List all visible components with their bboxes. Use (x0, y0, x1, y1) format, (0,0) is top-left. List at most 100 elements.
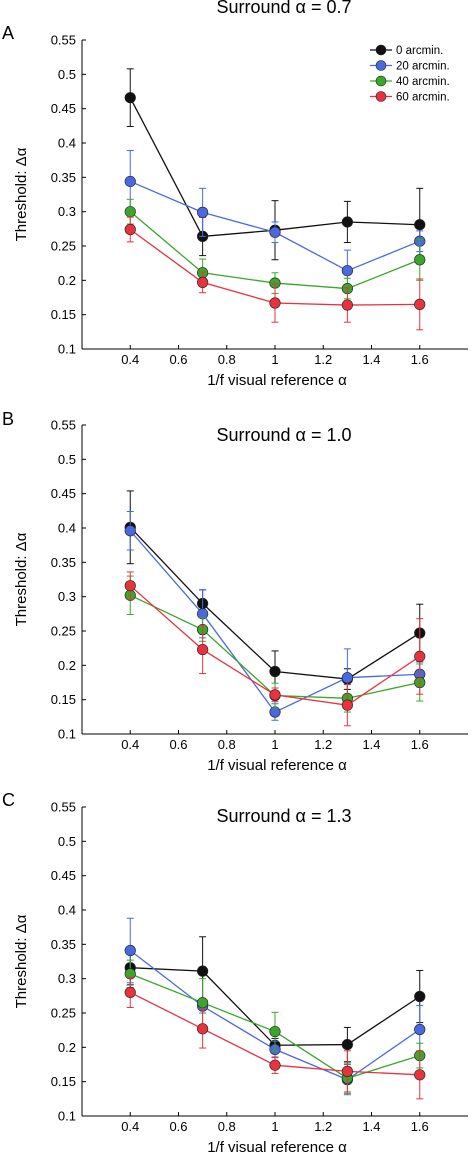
y-tick-label: 0.3 (58, 589, 76, 604)
x-tick-label: 0.4 (121, 352, 139, 367)
x-tick-label: 1 (271, 352, 278, 367)
y-tick-label: 0.5 (58, 452, 76, 467)
chart-panel-b: 0.1 0.15 0.2 0.25 0.3 0.35 0.4 0.45 0.5 0.55 0.4 0.… (2, 409, 468, 774)
y-axis-label: Threshold: Δα (13, 914, 30, 1008)
y-tick-label: 0.15 (51, 692, 76, 707)
legend-label: 20 arcmin. (396, 61, 450, 73)
series-3 (124, 216, 426, 331)
panel-label: A (2, 23, 14, 43)
series-3 (124, 976, 426, 1100)
data-point (197, 997, 209, 1009)
data-point (124, 580, 136, 592)
y-tick-label: 0.35 (51, 937, 76, 952)
legend-label: 60 arcmin. (396, 92, 450, 104)
y-tick-label: 0.1 (58, 1109, 76, 1124)
y-tick-label: 0.25 (51, 624, 76, 639)
chart-panel-c: 0.1 0.15 0.2 0.25 0.3 0.35 0.4 0.45 0.5 0.55 0.4 0.… (2, 790, 468, 1156)
y-tick-label: 0.4 (58, 521, 76, 536)
legend-marker (375, 60, 387, 71)
y-axis-label: Threshold: Δα (13, 532, 30, 626)
x-axis-label: 1/f visual reference α (207, 757, 347, 774)
data-point (269, 1025, 281, 1038)
y-tick-label: 0.45 (51, 486, 76, 501)
data-point (269, 689, 281, 701)
data-point (414, 650, 426, 663)
x-axis-label: 1/f visual reference α (207, 372, 347, 389)
x-tick-label: 0.6 (169, 1119, 187, 1134)
y-tick-label: 0.35 (51, 555, 76, 570)
data-point (414, 1023, 426, 1036)
series-2 (124, 198, 426, 300)
data-point (341, 265, 353, 277)
y-tick-label: 0.1 (58, 342, 76, 357)
y-tick-label: 0.2 (58, 1040, 76, 1055)
data-point (341, 672, 353, 684)
x-tick-label: 0.6 (169, 352, 187, 367)
y-tick-label: 0.25 (51, 239, 76, 254)
chart-title: Surround α = 1.0 (217, 425, 352, 445)
x-tick-label: 0.4 (121, 737, 139, 752)
data-point (124, 944, 136, 957)
data-point (414, 298, 426, 310)
data-point (341, 1065, 353, 1077)
x-tick-label: 0.4 (121, 1119, 139, 1134)
x-tick-label: 1 (271, 1119, 278, 1134)
data-point (124, 525, 136, 537)
data-point (414, 219, 426, 231)
chart-panel-a: 0.1 0.15 0.2 0.25 0.3 0.35 0.4 0.45 0.5 0.55 0.4 0.… (2, 0, 468, 389)
y-tick-label: 0.3 (58, 971, 76, 986)
legend-label: 0 arcmin. (396, 45, 443, 57)
x-tick-label: 0.8 (218, 737, 236, 752)
y-tick-label: 0.55 (51, 418, 76, 433)
data-point (341, 216, 353, 228)
data-point (341, 299, 353, 311)
y-tick-label: 0.4 (58, 136, 76, 151)
x-tick-label: 1.4 (362, 352, 380, 367)
data-point (124, 986, 136, 999)
y-tick-label: 0.4 (58, 903, 76, 918)
y-tick-label: 0.2 (58, 658, 76, 673)
panel-label: B (2, 409, 14, 429)
x-axis-label: 1/f visual reference α (207, 1139, 347, 1156)
data-point (124, 92, 136, 104)
y-tick-label: 0.45 (51, 101, 76, 116)
data-point (341, 699, 353, 711)
x-tick-label: 1.4 (362, 1119, 380, 1134)
data-point (341, 1038, 353, 1051)
data-point (197, 276, 209, 288)
x-tick-label: 1.2 (314, 737, 332, 752)
x-tick-label: 1.6 (411, 1119, 429, 1134)
x-tick-label: 1.4 (362, 737, 380, 752)
data-point (197, 206, 209, 218)
legend-label: 40 arcmin. (396, 76, 450, 88)
data-point (197, 965, 209, 977)
y-tick-label: 0.5 (58, 834, 76, 849)
x-tick-label: 1.6 (411, 352, 429, 367)
y-tick-label: 0.45 (51, 868, 76, 883)
data-point (197, 643, 209, 656)
y-tick-label: 0.35 (51, 170, 76, 185)
series-0 (124, 490, 426, 693)
data-point (124, 175, 136, 188)
data-point (269, 297, 281, 309)
chart-title: Surround α = 1.3 (217, 806, 352, 826)
data-point (269, 1059, 281, 1071)
y-axis-label: Threshold: Δα (13, 147, 30, 241)
chart-title: Surround α = 0.7 (217, 0, 352, 17)
data-point (414, 254, 426, 266)
legend-marker (375, 75, 387, 87)
legend: 0 arcmin. 20 arcmin. 40 arcmin. 60 arcmin. (370, 44, 450, 104)
data-point (269, 665, 281, 678)
legend-marker (375, 44, 387, 56)
data-point (124, 206, 136, 218)
y-tick-label: 0.1 (58, 727, 76, 742)
x-tick-label: 1.6 (411, 737, 429, 752)
data-point (269, 226, 281, 238)
y-tick-label: 0.2 (58, 273, 76, 288)
y-tick-label: 0.5 (58, 67, 76, 82)
x-tick-label: 0.6 (169, 737, 187, 752)
legend-marker (375, 91, 387, 102)
x-tick-label: 1.2 (314, 1119, 332, 1134)
x-tick-label: 1 (271, 737, 278, 752)
